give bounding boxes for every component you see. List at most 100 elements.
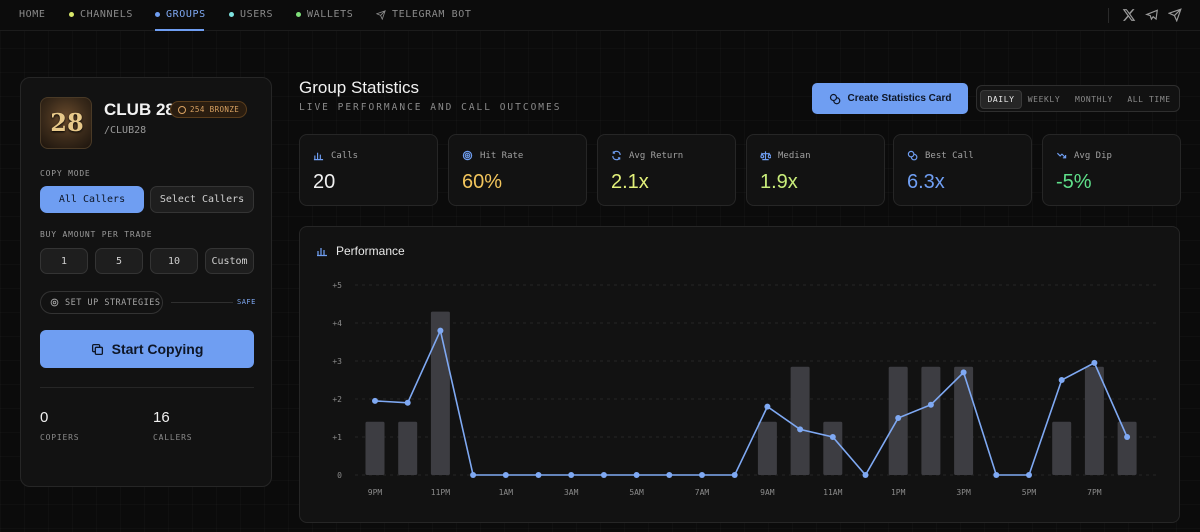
trend-down-icon [1056,152,1067,159]
strategies-label: SET UP STRATEGIES [65,297,161,308]
data-point [699,472,705,478]
nav-telegram-bot[interactable]: TELEGRAM BOT [376,9,471,20]
stat-card-calls: Calls 20 [299,134,438,206]
send-icon [376,9,386,20]
bar-chart-icon [313,152,324,161]
avatar: 28 [40,97,92,149]
setup-strategies-button[interactable]: SET UP STRATEGIES [40,291,163,314]
callers-label: CALLERS [153,433,193,442]
y-tick-label: +2 [332,395,342,404]
amount-label: 5 [115,255,123,267]
refresh-icon [612,150,621,161]
nav-channels[interactable]: CHANNELS [69,9,133,20]
card-label: Hit Rate [480,150,524,161]
period-label: MONTHLY [1075,95,1113,104]
x-tick-label: 5AM [629,488,644,497]
group-handle: /CLUB28 [104,125,147,136]
gear-icon [50,298,59,307]
coins-icon [829,93,840,104]
all-callers-button[interactable]: All Callers [40,186,144,213]
y-tick-label: +3 [332,357,342,366]
data-point [568,472,575,478]
card-value: 60% [462,171,503,193]
page-title: Group Statistics [299,78,419,97]
nav-home-label: HOME [19,9,46,20]
amount-5-button[interactable]: 5 [95,248,143,274]
badge-label: 254 BRONZE [190,105,240,114]
nav-groups-label: GROUPS [166,9,206,20]
nav-dot-icon [69,12,74,17]
bar [823,421,843,475]
period-daily[interactable]: DAILY [980,90,1022,109]
nav-channels-label: CHANNELS [80,9,133,20]
copiers-label: COPIERS [40,433,80,442]
nav-wallets[interactable]: WALLETS [296,9,353,20]
bar [790,366,810,475]
data-point [666,472,673,478]
data-point [862,472,869,478]
x-tick-label: 11AM [823,488,842,497]
group-card: 28 CLUB 28 254 BRONZE /CLUB28 COPY MODE … [20,77,272,487]
start-copying-button[interactable]: Start Copying [40,330,254,368]
nav-home[interactable]: HOME [19,9,45,20]
coin-icon [178,105,186,114]
create-card-label: Create Statistics Card [847,93,952,104]
x-tick-label: 11PM [431,488,450,497]
coins-icon [907,150,918,161]
bar [430,311,450,475]
nav-users[interactable]: USERS [229,9,273,20]
series-line [374,328,1128,477]
period-monthly[interactable]: MONTHLY [1069,90,1119,109]
create-statistics-card-button[interactable]: Create Statistics Card [812,83,968,114]
chart-title: Performance [336,244,405,258]
amount-label: 10 [167,255,181,267]
safe-tag: SAFE [237,298,256,306]
data-point [764,403,771,410]
bar [1117,421,1137,475]
stat-card-avg-dip: Avg Dip -5% [1042,134,1181,206]
stat-card-median: Median 1.9x [746,134,885,206]
x-tick-label: 1PM [891,488,906,497]
amount-10-button[interactable]: 10 [150,248,198,274]
data-point [372,397,378,404]
stat-card-best-call: Best Call 6.3x [893,134,1032,206]
amount-label: Custom [211,255,248,267]
card-value: 6.3x [907,171,945,193]
x-icon[interactable] [1122,8,1136,22]
amount-custom-button[interactable]: Custom [205,248,254,274]
data-point [927,401,934,408]
start-copying-label: Start Copying [111,341,204,357]
y-tick-label: +4 [332,319,342,328]
nav-users-label: USERS [240,9,274,20]
period-weekly[interactable]: WEEKLY [1023,90,1065,109]
stat-card-avg-return: Avg Return 2.1x [597,134,736,206]
card-value: -5% [1056,171,1092,193]
send-icon[interactable] [1168,8,1182,22]
card-label: Avg Return [629,150,684,161]
strategy-divider [171,302,233,303]
bar [954,366,974,475]
data-point [993,472,1000,478]
target-icon [462,150,473,161]
data-point [1091,359,1098,366]
all-callers-label: All Callers [58,194,126,205]
data-point [829,434,836,440]
amount-1-button[interactable]: 1 [40,248,88,274]
x-tick-label: 7AM [695,488,710,497]
period-label: ALL TIME [1127,95,1171,104]
x-tick-label: 3PM [956,488,971,497]
period-all-time[interactable]: ALL TIME [1123,90,1175,109]
avatar-text: 28 [50,108,84,137]
bar [921,366,941,475]
nav-dot-icon [296,12,301,17]
card-label: Calls [331,150,359,161]
nav-groups[interactable]: GROUPS [155,9,206,20]
data-point [437,327,444,334]
data-point [633,472,640,478]
card-value: 2.1x [611,171,649,193]
telegram-icon[interactable] [1145,8,1159,22]
select-callers-button[interactable]: Select Callers [150,186,254,213]
y-tick-label: +1 [332,433,342,442]
buy-amount-label: BUY AMOUNT PER TRADE [40,230,153,239]
top-nav: HOME CHANNELS GROUPS USERS WALLETS TELEG… [0,0,1200,31]
